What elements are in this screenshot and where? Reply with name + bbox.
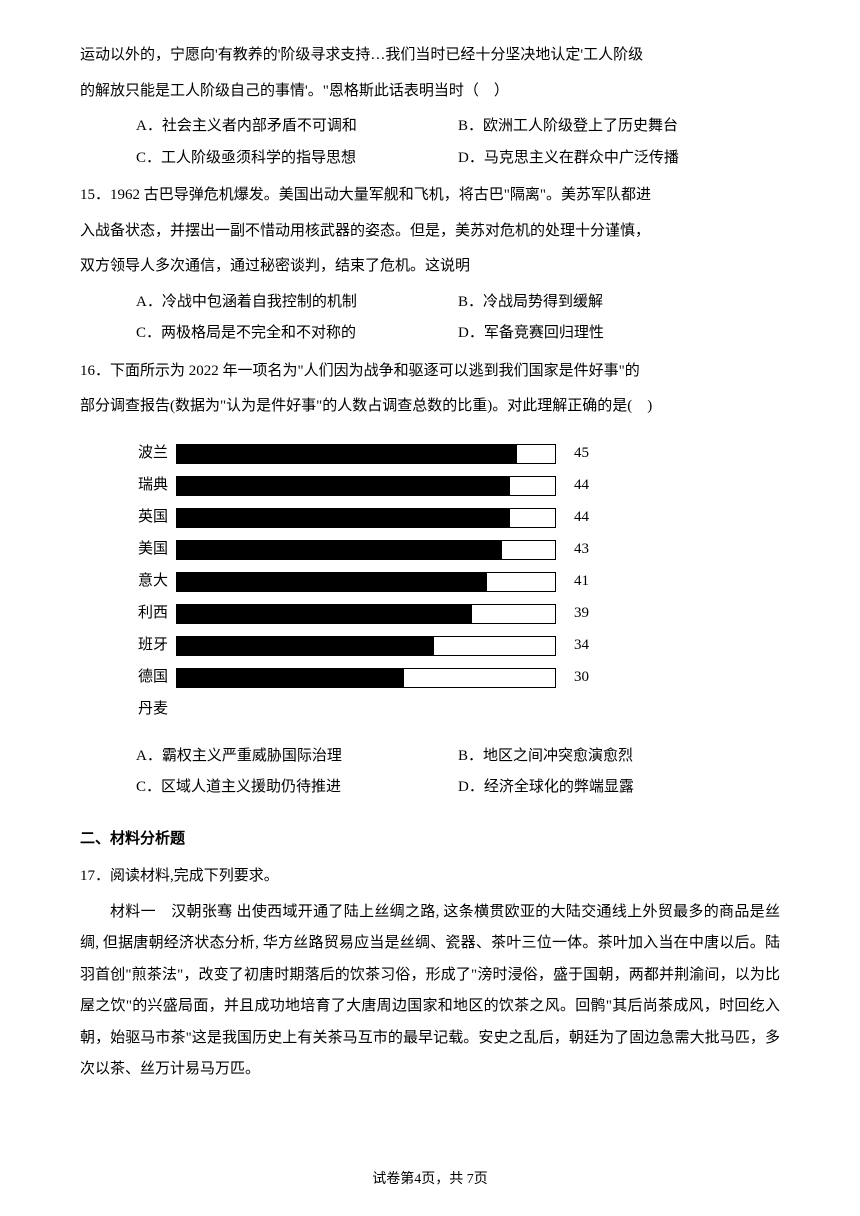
chart-label: 美国 — [120, 540, 176, 560]
chart-bar-fill — [177, 605, 472, 623]
chart-row: 意大 41 — [120, 569, 780, 595]
chart-bar-track — [176, 668, 556, 688]
q16-option-d: D．经济全球化的弊端显露 — [458, 772, 780, 804]
chart-bar-fill — [177, 573, 487, 591]
chart-row: 美国 43 — [120, 537, 780, 563]
q16-line-2: 部分调查报告(数据为"认为是件好事"的人数占调查总数的比重)。对此理解正确的是(… — [80, 391, 780, 423]
chart-value: 44 — [574, 470, 589, 502]
q15-line-1: 15．1962 古巴导弹危机爆发。美国出动大量军舰和飞机，将古巴"隔离"。美苏军… — [80, 180, 780, 212]
survey-bar-chart: 波兰 45 瑞典 44 英国 44 美国 43 意大 41 利西 39 班牙 34 德国 30 丹麦 — [120, 441, 780, 723]
chart-bar-track — [176, 540, 556, 560]
chart-label: 瑞典 — [120, 476, 176, 496]
q14-option-b: B．欧洲工人阶级登上了历史舞台 — [458, 111, 780, 143]
q14-option-a: A．社会主义者内部矛盾不可调和 — [136, 111, 458, 143]
q16-options: A．霸权主义严重威胁国际治理 B．地区之间冲突愈演愈烈 C．区域人道主义援助仍待… — [136, 741, 780, 804]
chart-bar-fill — [177, 477, 510, 495]
chart-bar-fill — [177, 541, 502, 559]
chart-value: 44 — [574, 502, 589, 534]
chart-row: 丹麦 — [120, 697, 780, 723]
chart-row: 德国 30 — [120, 665, 780, 691]
q17-material-1: 材料一 汉朝张骞 出使西域开通了陆上丝绸之路, 这条横贯欧亚的大陆交通线上外贸最… — [80, 897, 780, 1086]
chart-label: 德国 — [120, 668, 176, 688]
q14-intro-line-2: 的解放只能是工人阶级自己的事情'。"恩格斯此话表明当时（ ） — [80, 76, 780, 108]
q17-head: 17．阅读材料,完成下列要求。 — [80, 861, 780, 893]
q15-line-2: 入战备状态，并摆出一副不惜动用核武器的姿态。但是，美苏对危机的处理十分谨慎， — [80, 216, 780, 248]
q14-intro-line-1: 运动以外的，宁愿向'有教养的'阶级寻求支持…我们当时已经十分坚决地认定'工人阶级 — [80, 40, 780, 72]
chart-bar-fill — [177, 445, 517, 463]
chart-bar-track — [176, 508, 556, 528]
chart-bar-track — [176, 636, 556, 656]
chart-bar-track — [176, 476, 556, 496]
page-footer: 试卷第4页，共 7页 — [0, 1165, 860, 1194]
chart-bar-track — [176, 604, 556, 624]
chart-label: 波兰 — [120, 444, 176, 464]
q14-options: A．社会主义者内部矛盾不可调和 B．欧洲工人阶级登上了历史舞台 C．工人阶级亟须… — [136, 111, 780, 174]
chart-bar-track — [176, 572, 556, 592]
chart-row: 班牙 34 — [120, 633, 780, 659]
chart-label: 班牙 — [120, 636, 176, 656]
chart-row: 瑞典 44 — [120, 473, 780, 499]
chart-row: 英国 44 — [120, 505, 780, 531]
chart-bar-fill — [177, 669, 404, 687]
chart-value: 39 — [574, 598, 589, 630]
chart-label: 英国 — [120, 508, 176, 528]
q16-option-b: B．地区之间冲突愈演愈烈 — [458, 741, 780, 773]
chart-bar-track — [176, 444, 556, 464]
q16-option-c: C．区域人道主义援助仍待推进 — [136, 772, 458, 804]
chart-bar-fill — [177, 637, 434, 655]
chart-label: 意大 — [120, 572, 176, 592]
q15-option-a: A．冷战中包涵着自我控制的机制 — [136, 287, 458, 319]
chart-value: 30 — [574, 662, 589, 694]
q15-line-3: 双方领导人多次通信，通过秘密谈判，结束了危机。这说明 — [80, 251, 780, 283]
q16-option-a: A．霸权主义严重威胁国际治理 — [136, 741, 458, 773]
chart-value: 41 — [574, 566, 589, 598]
section-2-title: 二、材料分析题 — [80, 824, 780, 856]
q14-option-d: D．马克思主义在群众中广泛传播 — [458, 143, 780, 175]
q14-option-c: C．工人阶级亟须科学的指导思想 — [136, 143, 458, 175]
chart-row: 波兰 45 — [120, 441, 780, 467]
q15-options: A．冷战中包涵着自我控制的机制 B．冷战局势得到缓解 C．两极格局是不完全和不对… — [136, 287, 780, 350]
chart-label: 丹麦 — [120, 700, 176, 720]
chart-label: 利西 — [120, 604, 176, 624]
q15-option-c: C．两极格局是不完全和不对称的 — [136, 318, 458, 350]
q15-option-b: B．冷战局势得到缓解 — [458, 287, 780, 319]
chart-value: 34 — [574, 630, 589, 662]
chart-value: 43 — [574, 534, 589, 566]
q16-line-1: 16．下面所示为 2022 年一项名为"人们因为战争和驱逐可以逃到我们国家是件好… — [80, 356, 780, 388]
q15-option-d: D．军备竞赛回归理性 — [458, 318, 780, 350]
chart-bar-fill — [177, 509, 510, 527]
chart-value: 45 — [574, 438, 589, 470]
chart-row: 利西 39 — [120, 601, 780, 627]
